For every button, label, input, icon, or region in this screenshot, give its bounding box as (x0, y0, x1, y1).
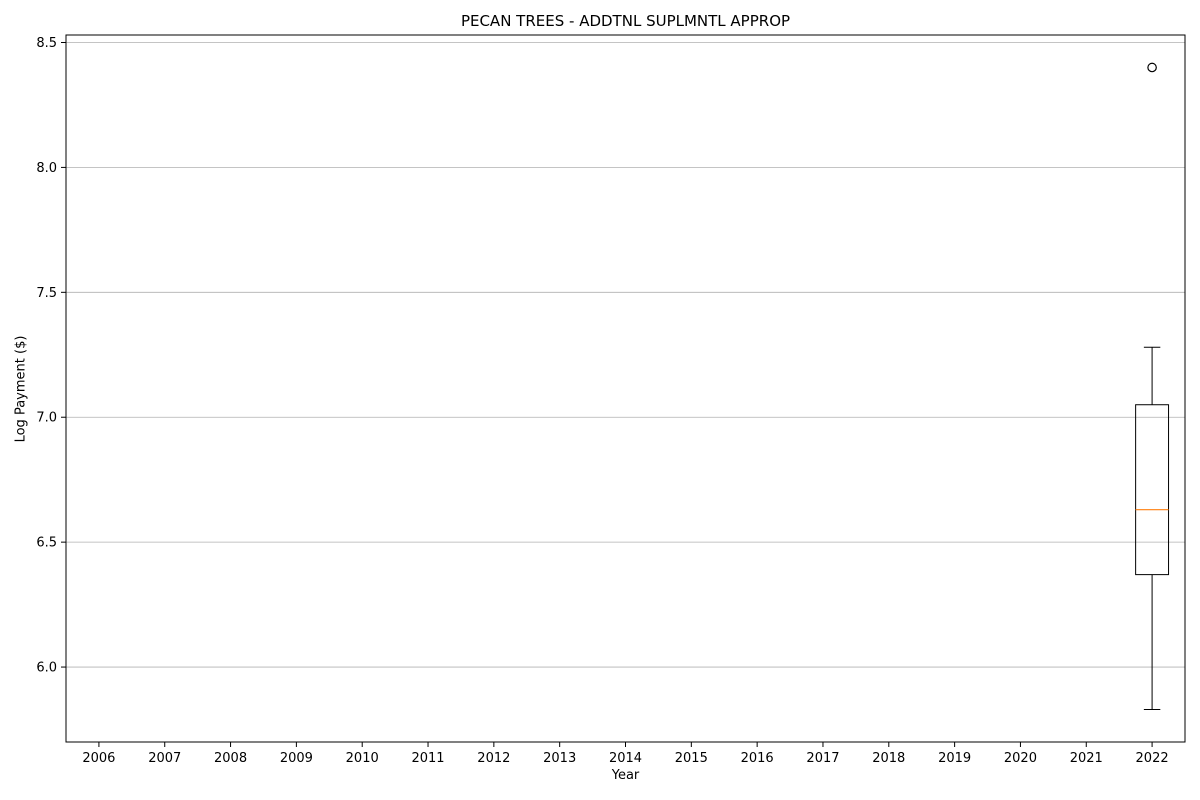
y-tick-label: 7.0 (36, 411, 57, 426)
x-tick-label: 2017 (806, 751, 839, 766)
x-tick-label: 2015 (675, 751, 708, 766)
outlier-point (1147, 62, 1157, 73)
x-tick-label: 2011 (411, 751, 444, 766)
x-tick-label: 2008 (214, 751, 247, 766)
iqr-box (1135, 404, 1170, 576)
x-tick-label: 2019 (938, 751, 971, 766)
x-tick-label: 2014 (609, 751, 642, 766)
x-tick-label: 2021 (1070, 751, 1103, 766)
x-tick-label: 2007 (148, 751, 181, 766)
x-tick-label: 2016 (741, 751, 774, 766)
grid-lines (66, 42, 1185, 668)
axes: 6.0 6.5 7.0 7.5 8.0 8.5 2006 2007 2008 2009 2010 20… (36, 34, 1186, 766)
box-2022 (1135, 62, 1170, 711)
boxes (1135, 62, 1170, 711)
x-axis-label: Year (611, 768, 640, 783)
x-tick-label: 2020 (1004, 751, 1037, 766)
x-tick-label: 2012 (477, 751, 510, 766)
x-tick-label: 2010 (346, 751, 379, 766)
y-tick-label: 8.5 (36, 36, 57, 51)
x-tick-label: 2018 (872, 751, 905, 766)
y-tick-label: 6.5 (36, 536, 57, 551)
x-tick-label: 2013 (543, 751, 576, 766)
chart-title: PECAN TREES - ADDTNL SUPLMNTL APPROP (460, 12, 791, 30)
y-tick-label: 7.5 (36, 286, 57, 301)
x-tick-label: 2006 (82, 751, 115, 766)
plot-frame (65, 34, 1186, 743)
x-tick-label: 2022 (1136, 751, 1169, 766)
y-tick-label: 8.0 (36, 161, 57, 176)
y-tick-label: 6.0 (36, 661, 57, 676)
x-tick-label: 2009 (280, 751, 313, 766)
